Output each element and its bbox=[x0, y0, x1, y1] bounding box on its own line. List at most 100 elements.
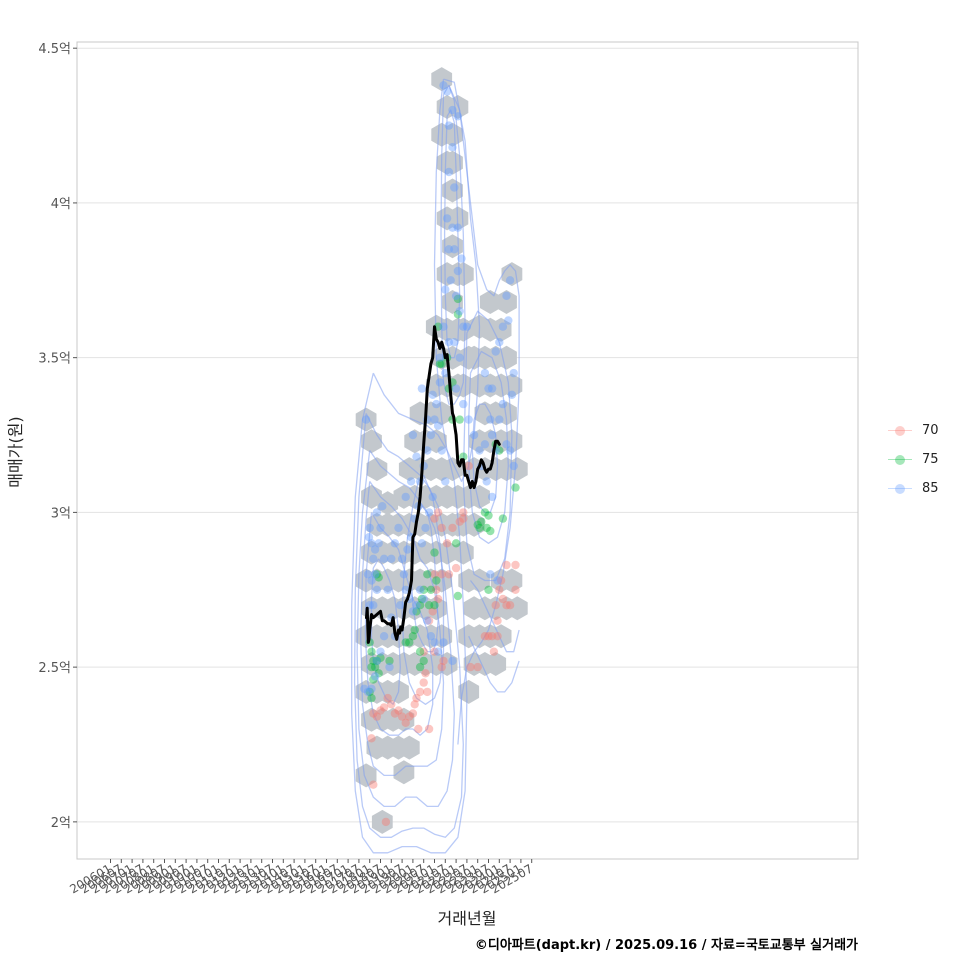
point-85 bbox=[507, 390, 517, 399]
point-85 bbox=[426, 632, 436, 641]
point-70 bbox=[424, 616, 434, 625]
point-70 bbox=[493, 616, 502, 625]
hexbin-cell bbox=[388, 512, 409, 537]
point-75 bbox=[415, 647, 425, 656]
point-85 bbox=[372, 656, 382, 666]
legend: 70 75 85 bbox=[888, 416, 958, 503]
point-70 bbox=[487, 632, 497, 641]
point-85 bbox=[378, 502, 387, 511]
point-85 bbox=[369, 601, 378, 610]
point-85 bbox=[482, 477, 491, 486]
legend-item-70[interactable]: 70 bbox=[888, 416, 958, 445]
legend-key-75 bbox=[888, 453, 912, 467]
point-75 bbox=[430, 601, 439, 610]
point-75 bbox=[455, 415, 464, 424]
point-70 bbox=[419, 647, 428, 656]
point-75 bbox=[477, 517, 486, 526]
point-70 bbox=[415, 687, 425, 697]
point-85 bbox=[451, 384, 461, 393]
point-75 bbox=[453, 294, 463, 304]
point-85 bbox=[495, 338, 504, 347]
point-70 bbox=[437, 662, 446, 672]
point-85 bbox=[453, 112, 463, 121]
point-85 bbox=[401, 492, 410, 502]
point-85 bbox=[423, 446, 432, 455]
legend-key-70 bbox=[888, 424, 912, 438]
point-75 bbox=[415, 601, 425, 610]
point-85 bbox=[459, 322, 468, 331]
point-75 bbox=[369, 656, 378, 666]
point-85 bbox=[396, 601, 405, 610]
y-tick-label: 3.5억 bbox=[38, 352, 71, 367]
point-75 bbox=[419, 656, 428, 666]
point-75 bbox=[372, 570, 382, 579]
point-85 bbox=[455, 353, 464, 362]
point-75 bbox=[482, 523, 491, 533]
hexbin-cell bbox=[355, 763, 377, 788]
legend-key-85 bbox=[888, 482, 912, 496]
point-70 bbox=[496, 576, 506, 585]
point-70 bbox=[432, 585, 441, 594]
point-85 bbox=[505, 446, 515, 455]
point-70 bbox=[390, 709, 400, 718]
point-85 bbox=[455, 307, 464, 316]
point-85 bbox=[367, 576, 376, 585]
point-85 bbox=[441, 285, 450, 294]
density-contour bbox=[443, 109, 461, 359]
density-contour bbox=[370, 558, 401, 705]
point-75 bbox=[412, 607, 421, 616]
density-contour-layer bbox=[351, 78, 520, 854]
density-contour bbox=[469, 580, 520, 653]
density-contour bbox=[401, 474, 445, 705]
point-70 bbox=[437, 523, 446, 533]
density-contour bbox=[353, 413, 464, 838]
point-70 bbox=[451, 563, 461, 573]
legend-item-75[interactable]: 75 bbox=[888, 445, 958, 474]
point-70 bbox=[397, 712, 407, 721]
density-contour bbox=[351, 372, 468, 854]
point-70 bbox=[491, 601, 500, 610]
point-70 bbox=[444, 570, 454, 579]
density-contour bbox=[356, 450, 455, 808]
point-85 bbox=[417, 384, 427, 393]
point-85 bbox=[433, 647, 443, 656]
point-85 bbox=[432, 399, 441, 409]
point-85 bbox=[435, 378, 445, 387]
hexbin-cell bbox=[393, 707, 415, 732]
point-85 bbox=[419, 594, 428, 604]
point-85 bbox=[439, 81, 448, 90]
point-85 bbox=[417, 539, 427, 548]
legend-label-75: 75 bbox=[922, 452, 939, 467]
legend-item-85[interactable]: 85 bbox=[888, 474, 958, 503]
hexbin-cell bbox=[361, 707, 382, 732]
point-70 bbox=[502, 560, 511, 570]
point-70 bbox=[381, 817, 391, 827]
point-75 bbox=[376, 653, 385, 662]
point-85 bbox=[383, 585, 392, 594]
point-85 bbox=[487, 430, 497, 440]
point-85 bbox=[491, 347, 500, 356]
point-75 bbox=[405, 638, 414, 647]
point-75 bbox=[417, 594, 427, 604]
point-85 bbox=[453, 223, 463, 232]
point-70 bbox=[424, 724, 434, 734]
point-70 bbox=[480, 632, 490, 641]
point-85 bbox=[364, 533, 374, 542]
point-70 bbox=[419, 678, 428, 687]
point-75 bbox=[430, 548, 439, 557]
point-70 bbox=[433, 508, 443, 517]
density-contour bbox=[468, 635, 520, 693]
point-75 bbox=[435, 359, 445, 368]
point-70 bbox=[448, 523, 457, 533]
point-85 bbox=[372, 508, 382, 517]
point-85 bbox=[387, 554, 396, 563]
point-85 bbox=[448, 656, 457, 666]
point-85 bbox=[444, 121, 454, 130]
point-85 bbox=[367, 684, 376, 693]
point-70 bbox=[459, 508, 468, 517]
point-85 bbox=[374, 539, 383, 548]
point-70 bbox=[502, 601, 511, 610]
hexbin-cell bbox=[496, 401, 517, 426]
hexbin-cell bbox=[404, 429, 426, 454]
hexbin-cell bbox=[366, 457, 388, 482]
